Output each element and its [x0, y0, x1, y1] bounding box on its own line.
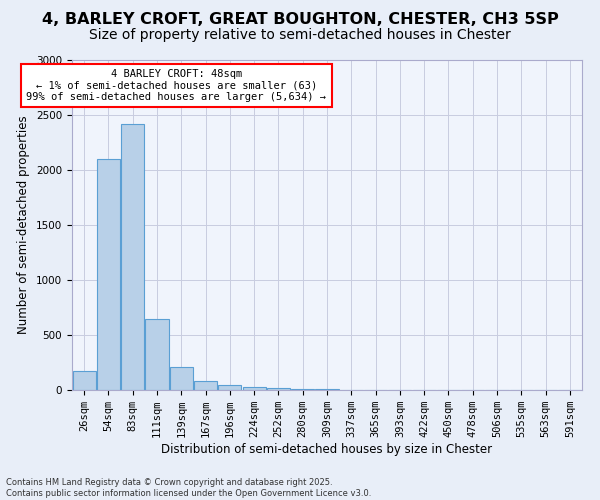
Bar [291, 389, 314, 390]
Text: 4, BARLEY CROFT, GREAT BOUGHTON, CHESTER, CH3 5SP: 4, BARLEY CROFT, GREAT BOUGHTON, CHESTER… [41, 12, 559, 28]
Bar [97, 159, 120, 390]
Bar [145, 318, 169, 390]
Bar [267, 388, 290, 390]
Bar [73, 371, 95, 390]
Y-axis label: Number of semi-detached properties: Number of semi-detached properties [17, 116, 31, 334]
Text: 4 BARLEY CROFT: 48sqm
← 1% of semi-detached houses are smaller (63)
99% of semi-: 4 BARLEY CROFT: 48sqm ← 1% of semi-detac… [26, 69, 326, 102]
Text: Size of property relative to semi-detached houses in Chester: Size of property relative to semi-detach… [89, 28, 511, 42]
Bar [218, 385, 241, 390]
X-axis label: Distribution of semi-detached houses by size in Chester: Distribution of semi-detached houses by … [161, 443, 493, 456]
Bar [170, 367, 193, 390]
Bar [242, 386, 266, 390]
Bar [194, 381, 217, 390]
Text: Contains HM Land Registry data © Crown copyright and database right 2025.
Contai: Contains HM Land Registry data © Crown c… [6, 478, 371, 498]
Bar [121, 124, 144, 390]
